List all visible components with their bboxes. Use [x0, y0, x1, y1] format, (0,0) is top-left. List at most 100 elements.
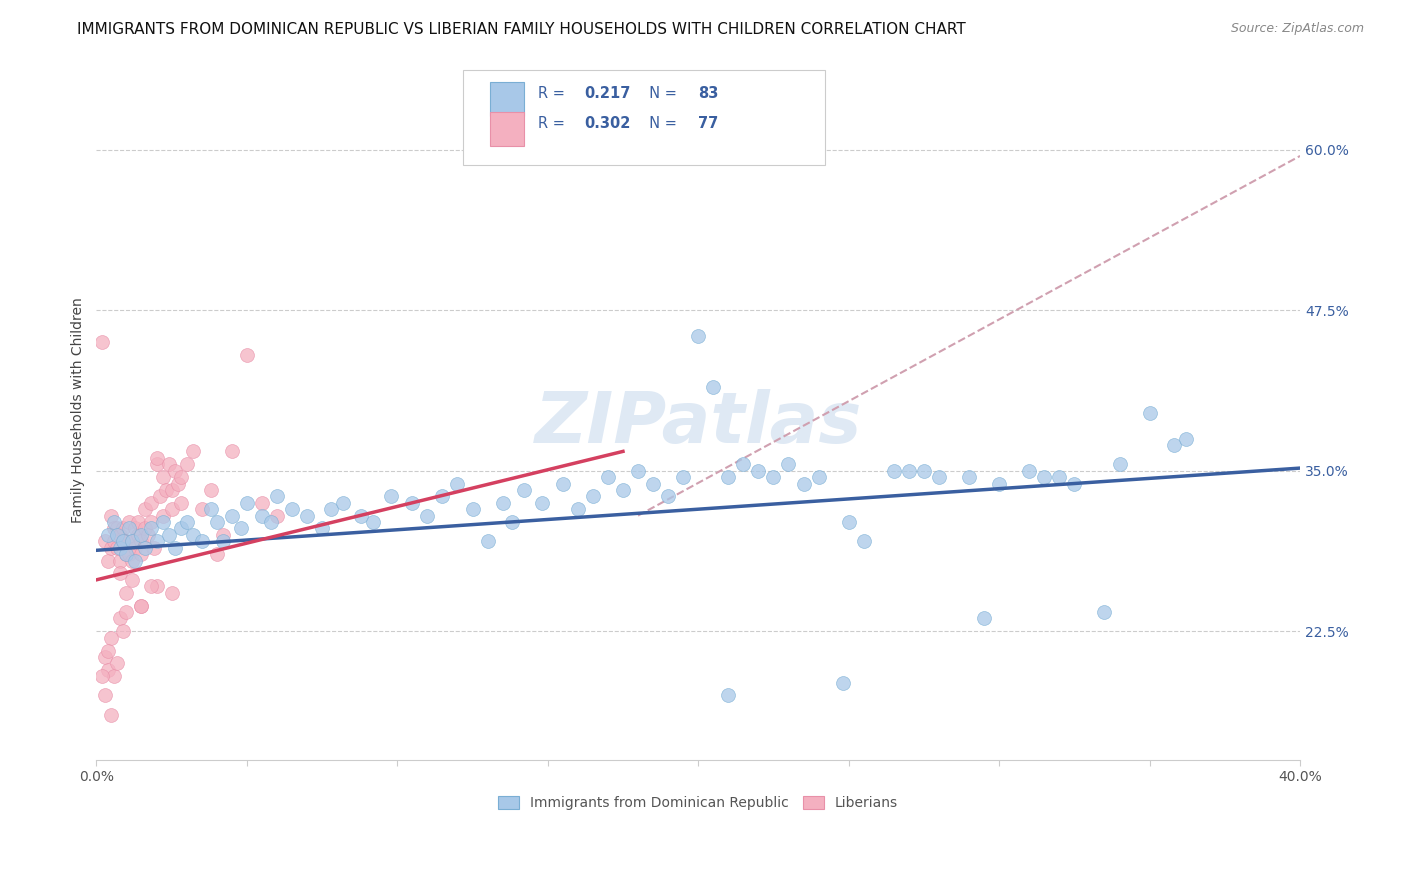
Point — [152, 508, 174, 523]
Point — [160, 502, 183, 516]
FancyBboxPatch shape — [489, 82, 523, 116]
Point — [988, 476, 1011, 491]
Point — [361, 515, 384, 529]
FancyBboxPatch shape — [464, 70, 824, 165]
Point — [166, 476, 188, 491]
Point — [1047, 470, 1070, 484]
Point — [163, 464, 186, 478]
Point — [446, 476, 468, 491]
Text: IMMIGRANTS FROM DOMINICAN REPUBLIC VS LIBERIAN FAMILY HOUSEHOLDS WITH CHILDREN C: IMMIGRANTS FROM DOMINICAN REPUBLIC VS LI… — [77, 22, 966, 37]
Point — [1174, 432, 1197, 446]
Point — [747, 464, 769, 478]
Point — [118, 521, 141, 535]
Point — [200, 502, 222, 516]
Point — [112, 534, 135, 549]
Point — [139, 521, 162, 535]
Point — [91, 335, 114, 350]
Y-axis label: Family Households with Children: Family Households with Children — [72, 297, 86, 523]
Point — [94, 689, 117, 703]
Point — [112, 521, 135, 535]
Point — [229, 521, 252, 535]
Point — [957, 470, 980, 484]
Point — [103, 669, 125, 683]
Point — [100, 631, 122, 645]
Point — [807, 470, 830, 484]
Point — [205, 547, 228, 561]
Point — [432, 489, 454, 503]
Point — [157, 457, 180, 471]
Text: R =: R = — [538, 116, 574, 130]
Point — [169, 470, 191, 484]
Point — [491, 496, 513, 510]
Point — [596, 470, 619, 484]
Point — [115, 547, 138, 561]
Point — [169, 496, 191, 510]
Point — [461, 502, 484, 516]
Point — [176, 515, 198, 529]
Text: Source: ZipAtlas.com: Source: ZipAtlas.com — [1230, 22, 1364, 36]
Point — [131, 534, 153, 549]
Point — [124, 553, 146, 567]
Point — [121, 534, 143, 549]
Point — [211, 534, 233, 549]
Point — [477, 534, 499, 549]
Point — [110, 541, 132, 555]
Point — [115, 534, 138, 549]
Point — [657, 489, 679, 503]
Point — [852, 534, 875, 549]
Point — [157, 528, 180, 542]
Point — [100, 541, 122, 555]
Point — [512, 483, 534, 497]
Point — [127, 515, 149, 529]
Point — [107, 521, 129, 535]
Text: N =: N = — [641, 86, 682, 101]
Point — [139, 496, 162, 510]
Point — [883, 464, 905, 478]
Point — [134, 521, 156, 535]
Point — [612, 483, 634, 497]
Text: 0.302: 0.302 — [583, 116, 630, 130]
Point — [103, 515, 125, 529]
Point — [190, 534, 212, 549]
Point — [97, 663, 120, 677]
Text: 77: 77 — [699, 116, 718, 130]
Point — [97, 553, 120, 567]
Point — [110, 553, 132, 567]
Point — [121, 573, 143, 587]
Point — [131, 547, 153, 561]
Point — [551, 476, 574, 491]
Point — [103, 521, 125, 535]
Point — [134, 541, 156, 555]
Point — [181, 528, 204, 542]
Point — [145, 457, 167, 471]
Point — [793, 476, 815, 491]
Point — [127, 528, 149, 542]
Point — [912, 464, 935, 478]
Point — [131, 599, 153, 613]
Point — [112, 534, 135, 549]
Point — [928, 470, 950, 484]
Point — [401, 496, 423, 510]
Point — [380, 489, 402, 503]
Point — [100, 707, 122, 722]
Point — [94, 649, 117, 664]
Point — [266, 508, 288, 523]
Point — [97, 528, 120, 542]
Point — [118, 515, 141, 529]
Point — [134, 502, 156, 516]
Point — [702, 380, 724, 394]
Point — [281, 502, 304, 516]
Point — [115, 547, 138, 561]
Point — [295, 508, 318, 523]
Point — [236, 348, 259, 362]
Text: N =: N = — [641, 116, 682, 130]
Point — [110, 611, 132, 625]
Point — [1108, 457, 1130, 471]
Point — [115, 605, 138, 619]
Point — [118, 547, 141, 561]
Point — [107, 541, 129, 555]
Point — [112, 624, 135, 639]
Point — [717, 470, 740, 484]
Point — [139, 579, 162, 593]
Point — [148, 489, 170, 503]
